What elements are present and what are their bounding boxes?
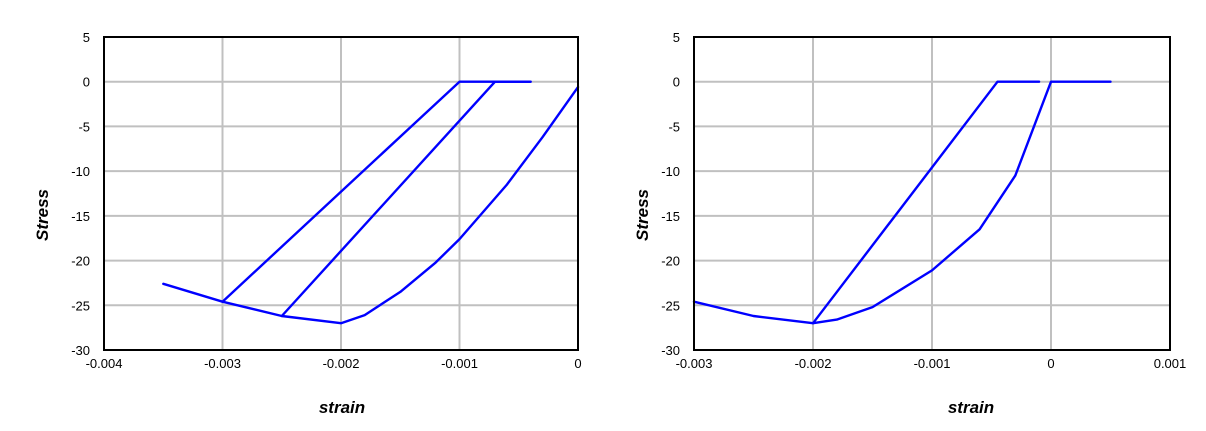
series-line xyxy=(221,80,532,303)
y-tick-label: -20 xyxy=(71,254,90,269)
left-chart: strain Stress -0.004 -0.003 -0.002 -0.001 0 5… xyxy=(33,30,582,417)
y-tick-label: -25 xyxy=(71,298,90,313)
plot-frame xyxy=(693,36,1171,351)
plot-frame xyxy=(103,36,579,351)
series-line xyxy=(692,80,1112,325)
gridlines xyxy=(104,37,578,350)
x-tick-label: 0.001 xyxy=(1154,356,1187,371)
y-tick-label: -30 xyxy=(71,343,90,358)
x-axis-title: strain xyxy=(319,398,365,417)
y-axis-title: Stress xyxy=(33,189,52,241)
y-axis-title: Stress xyxy=(633,189,652,241)
y-tick-label: 0 xyxy=(83,75,90,90)
y-tick-label: -5 xyxy=(668,119,680,134)
y-tick-label: 0 xyxy=(673,75,680,90)
series-line xyxy=(811,80,1041,325)
y-tick-label: -5 xyxy=(78,119,90,134)
gridlines xyxy=(694,37,1170,350)
y-tick-label: -15 xyxy=(661,209,680,224)
x-tick-label: -0.003 xyxy=(676,356,713,371)
y-tick-label: -10 xyxy=(661,164,680,179)
x-tick-label: -0.002 xyxy=(323,356,360,371)
series-line xyxy=(280,80,532,318)
x-tick-label: -0.004 xyxy=(86,356,123,371)
right-chart: strain Stress -0.003 -0.002 -0.001 0 0.001 5 0… xyxy=(633,30,1186,417)
x-tick-label: -0.001 xyxy=(441,356,478,371)
y-tick-label: -30 xyxy=(661,343,680,358)
y-tick-label: -15 xyxy=(71,209,90,224)
y-tick-label: 5 xyxy=(673,30,680,45)
x-tick-label: 0 xyxy=(1047,356,1054,371)
y-tick-label: 5 xyxy=(83,30,90,45)
x-tick-label: -0.001 xyxy=(914,356,951,371)
x-tick-label: -0.002 xyxy=(795,356,832,371)
y-tick-label: -10 xyxy=(71,164,90,179)
y-tick-label: -20 xyxy=(661,254,680,269)
x-axis-title: strain xyxy=(948,398,994,417)
x-tick-label: -0.003 xyxy=(204,356,241,371)
series-line xyxy=(162,85,580,325)
x-tick-label: 0 xyxy=(574,356,581,371)
y-tick-label: -25 xyxy=(661,298,680,313)
